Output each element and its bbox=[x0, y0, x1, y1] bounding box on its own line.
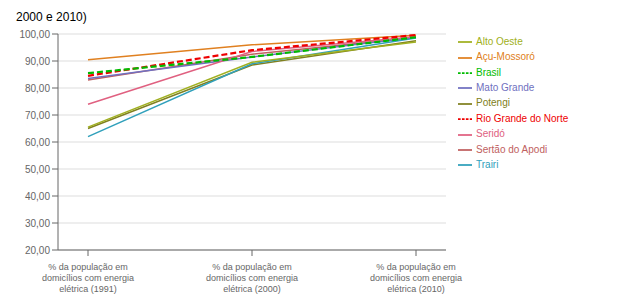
html-text:Seridó: Seridó bbox=[476, 128, 505, 140]
html-text:Brasil: Brasil bbox=[476, 66, 501, 78]
html-text:Sertão do Apodi: Sertão do Apodi bbox=[476, 143, 548, 155]
svg-text:70,00: 70,00 bbox=[25, 110, 50, 121]
svg-text:100,00: 100,00 bbox=[19, 29, 50, 40]
html-text:Alto Oeste: Alto Oeste bbox=[476, 36, 523, 47]
html-text:Trairi: Trairi bbox=[476, 158, 499, 170]
svg-text:40,00: 40,00 bbox=[25, 191, 50, 202]
svg-text:50,00: 50,00 bbox=[25, 164, 50, 175]
html-text:Rio Grande do Norte: Rio Grande do Norte bbox=[476, 112, 569, 124]
html-text:Potengi: Potengi bbox=[476, 97, 510, 109]
html-text:2000 e 2010): 2000 e 2010) bbox=[16, 10, 87, 24]
svg-text:30,00: 30,00 bbox=[25, 218, 50, 229]
svg-text:20,00: 20,00 bbox=[25, 245, 50, 256]
svg-text:% da população emdomicílios co: % da população emdomicílios com energiae… bbox=[206, 262, 298, 294]
html-text:Açu-Mossoró: Açu-Mossoró bbox=[476, 51, 535, 63]
svg-text:% da população emdomicílios co: % da população emdomicílios com energiae… bbox=[370, 262, 462, 294]
html-text:Mato Grande: Mato Grande bbox=[476, 82, 535, 94]
svg-text:60,00: 60,00 bbox=[25, 137, 50, 148]
svg-text:90,00: 90,00 bbox=[25, 56, 50, 67]
svg-text:% da população emdomicílios co: % da população emdomicílios com energiae… bbox=[42, 262, 134, 294]
svg-text:80,00: 80,00 bbox=[25, 83, 50, 94]
